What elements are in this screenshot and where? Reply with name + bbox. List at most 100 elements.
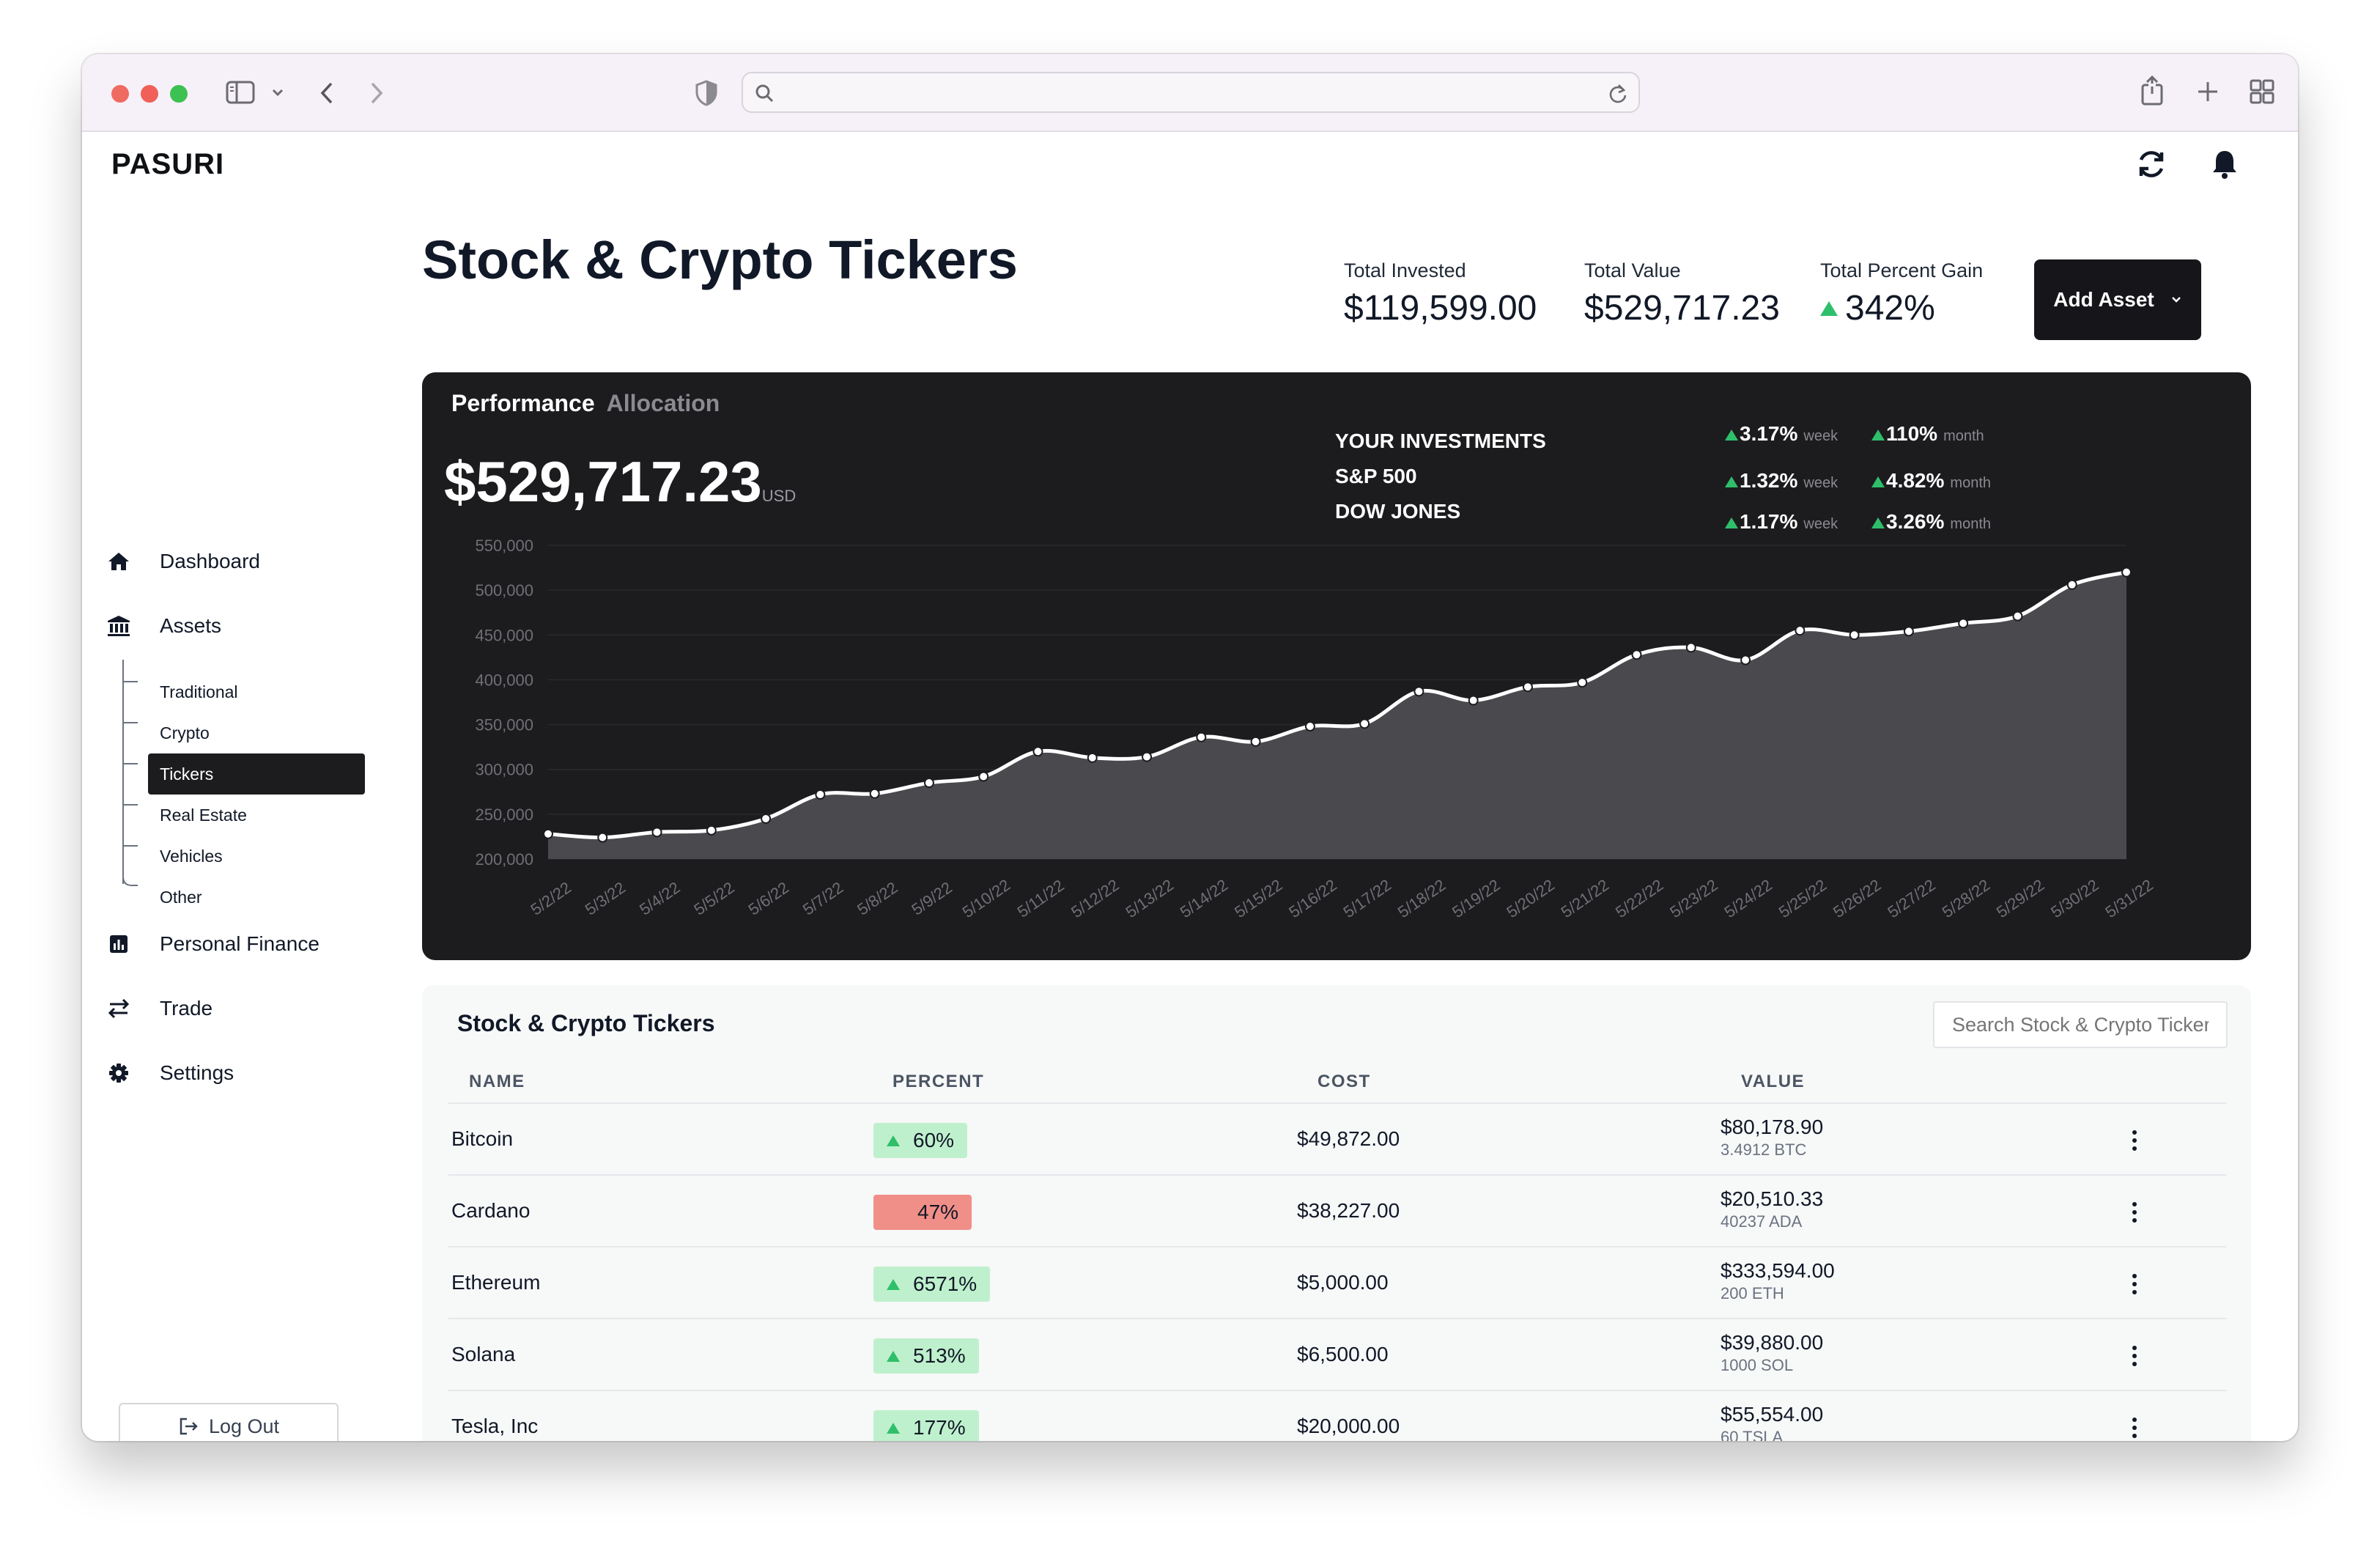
sidebar-item-settings[interactable]: Settings [104, 1053, 234, 1094]
ticker-value: $39,880.00 1000 SOL [1721, 1331, 1823, 1375]
data-point [706, 825, 717, 836]
bar-chart-icon [104, 929, 133, 959]
logout-icon [180, 1418, 198, 1435]
bell-icon[interactable] [2207, 147, 2242, 182]
tab-overview-icon[interactable] [2250, 79, 2274, 104]
add-asset-button[interactable]: Add Asset [2034, 259, 2201, 340]
sidebar-toggle-icon[interactable] [226, 81, 255, 104]
row-menu-icon[interactable] [2124, 1126, 2146, 1155]
data-point [1359, 718, 1370, 729]
week-label: week [1803, 475, 1838, 491]
data-point [597, 832, 608, 843]
sidebar-subitem-crypto[interactable]: Crypto [160, 723, 210, 742]
value-units: 60 TSLA [1721, 1428, 1784, 1441]
sidebar-item-label: Assets [160, 614, 222, 637]
y-tick-label: 400,000 [475, 671, 533, 689]
sidebar-item-dashboard[interactable]: Dashboard [104, 541, 260, 582]
value-units: 200 ETH [1721, 1284, 1784, 1302]
close-window-button[interactable] [111, 85, 129, 103]
data-point [978, 771, 989, 782]
app-content: PASURI Dashboard Assets Traditional Cryp… [82, 132, 2298, 1441]
chevron-down-icon[interactable] [271, 88, 284, 97]
back-icon[interactable] [318, 81, 336, 106]
comparison-name: S&P 500 [1335, 465, 1417, 487]
percent-badge: 6571% [873, 1267, 991, 1302]
ticker-value: $333,594.00 200 ETH [1721, 1259, 1835, 1303]
ticker-value: $80,178.90 3.4912 BTC [1721, 1116, 1823, 1160]
x-tick-label: 5/13/22 [1122, 876, 1176, 922]
stat-value: $529,717.23 [1584, 288, 1780, 328]
week-value: 1.17% [1740, 510, 1798, 533]
new-tab-icon[interactable] [2197, 81, 2219, 103]
sidebar-subitem-other[interactable]: Other [160, 887, 202, 907]
table-title: Stock & Crypto Tickers [457, 1010, 715, 1036]
x-tick-label: 5/31/22 [2102, 876, 2156, 922]
x-tick-label: 5/12/22 [1068, 876, 1122, 922]
x-tick-label: 5/22/22 [1612, 876, 1666, 922]
ticker-name: Bitcoin [451, 1127, 514, 1150]
up-triangle-icon [887, 1135, 900, 1146]
stat-value-text: 342% [1845, 289, 1935, 328]
browser-toolbar [82, 54, 2298, 132]
data-point [2121, 567, 2132, 578]
comparison-month: 110% month [1871, 422, 1984, 446]
address-bar[interactable] [742, 72, 1640, 113]
add-asset-label: Add Asset [2053, 288, 2154, 311]
tab-performance[interactable]: Performance [451, 390, 595, 416]
percent-badge: 513% [873, 1338, 979, 1374]
ticker-cost: $6,500.00 [1297, 1343, 1389, 1365]
table-row[interactable]: Ethereum 6571% $5,000.00 $333,594.00 200 … [448, 1246, 2226, 1318]
percent-badge: 177% [873, 1410, 979, 1441]
data-point [1250, 736, 1261, 747]
logout-button[interactable]: Log Out [119, 1403, 339, 1441]
data-point [1142, 751, 1153, 762]
app-logo[interactable]: PASURI [111, 148, 225, 180]
data-point [1903, 626, 1914, 637]
row-menu-icon[interactable] [2124, 1413, 2146, 1441]
ticker-cost: $38,227.00 [1297, 1199, 1400, 1222]
row-menu-icon[interactable] [2124, 1341, 2146, 1371]
row-menu-icon[interactable] [2124, 1198, 2146, 1227]
sidebar-subitem-traditional[interactable]: Traditional [160, 682, 238, 701]
up-triangle-icon [1871, 430, 1885, 441]
percent-badge: 60% [873, 1123, 968, 1158]
sidebar-item-assets[interactable]: Assets [104, 605, 221, 646]
table-row[interactable]: Bitcoin 60% $49,872.00 $80,178.90 3.4912 … [448, 1102, 2226, 1174]
zoom-window-button[interactable] [170, 85, 188, 103]
page-title: Stock & Crypto Tickers [422, 229, 1018, 290]
tab-allocation[interactable]: Allocation [606, 390, 720, 416]
stat-label: Total Percent Gain [1820, 259, 1984, 281]
sidebar-subitem-vehicles[interactable]: Vehicles [160, 846, 223, 866]
y-tick-label: 350,000 [475, 716, 533, 734]
sidebar-subitem-tickers[interactable]: Tickers [148, 753, 365, 795]
x-tick-label: 5/8/22 [854, 878, 901, 919]
minimize-window-button[interactable] [141, 85, 158, 103]
refresh-icon[interactable] [2134, 147, 2169, 182]
up-triangle-icon [1725, 430, 1738, 441]
sidebar-item-trade[interactable]: Trade [104, 988, 212, 1029]
sidebar-item-personal-finance[interactable]: Personal Finance [104, 924, 319, 965]
table-row[interactable]: Tesla, Inc 177% $20,000.00 $55,554.00 60 … [448, 1390, 2226, 1441]
x-tick-label: 5/19/22 [1449, 876, 1503, 922]
data-point [761, 813, 772, 824]
sidebar-subitem-real-estate[interactable]: Real Estate [160, 805, 247, 825]
forward-icon[interactable] [368, 81, 385, 106]
reload-icon[interactable] [1608, 82, 1628, 104]
tickers-table-card: Stock & Crypto Tickers NAME PERCENT COST… [422, 985, 2251, 1441]
y-tick-label: 200,000 [475, 850, 533, 869]
stat-value: 342% [1820, 288, 1983, 328]
data-point [923, 778, 934, 789]
table-row[interactable]: Solana 513% $6,500.00 $39,880.00 1000 SOL [448, 1318, 2226, 1390]
y-tick-label: 550,000 [475, 537, 533, 555]
share-icon[interactable] [2140, 75, 2165, 106]
ticker-search-input[interactable] [1933, 1001, 2228, 1048]
table-row[interactable]: Cardano 47% $38,227.00 $20,510.33 40237 A… [448, 1174, 2226, 1246]
row-menu-icon[interactable] [2124, 1269, 2146, 1299]
up-triangle-icon [887, 1350, 900, 1362]
month-label: month [1950, 475, 1991, 491]
sidebar-item-label: Trade [160, 997, 213, 1020]
data-point [815, 789, 826, 800]
logout-label: Log Out [208, 1415, 280, 1437]
up-triangle-icon [887, 1278, 900, 1290]
chevron-down-icon [2171, 297, 2181, 303]
